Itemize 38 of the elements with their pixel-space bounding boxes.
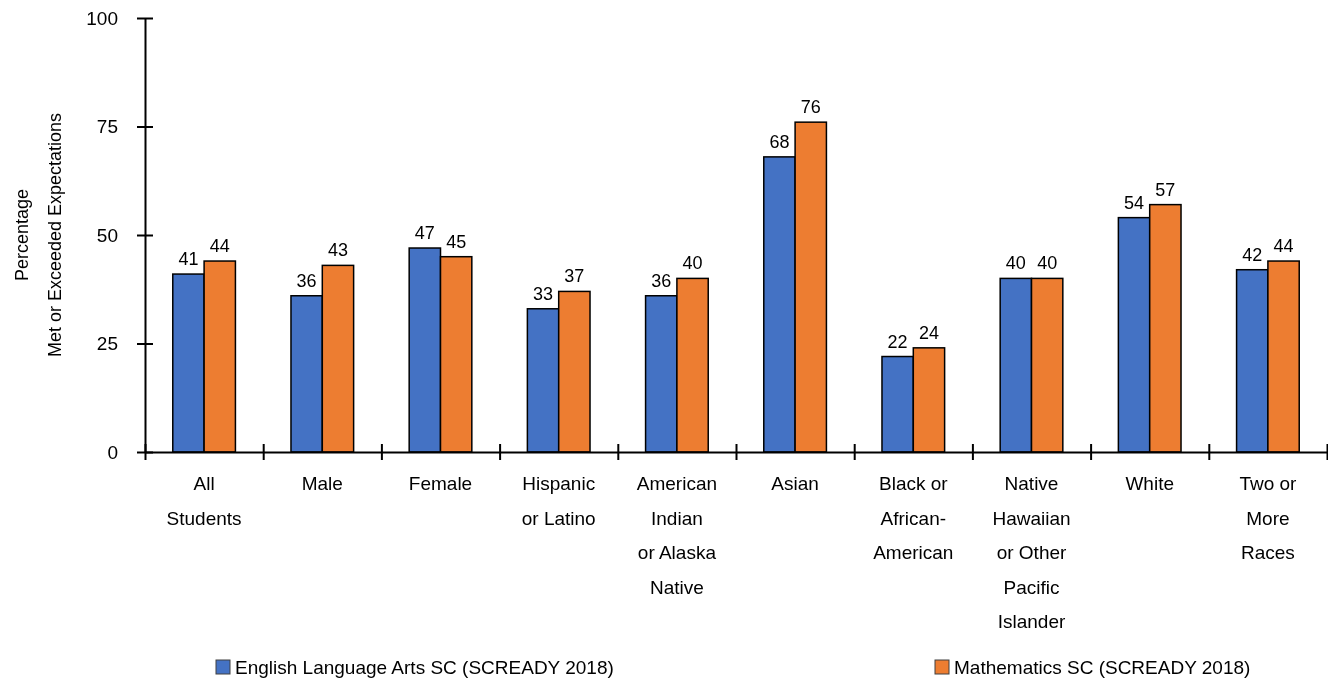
x-tick-label: Asian [771, 473, 819, 494]
x-tick-label: Male [301, 473, 343, 494]
data-label: 47 [414, 223, 435, 244]
x-tick-label: Two or More Races [1239, 473, 1298, 563]
x-tick-label: Black or African- American [873, 473, 954, 563]
legend-label: Mathematics SC (SCREADY 2018) [954, 656, 1251, 678]
data-label: 43 [327, 240, 348, 261]
data-label: 36 [296, 270, 317, 291]
data-label: 42 [1242, 244, 1263, 265]
data-label: 40 [1037, 253, 1058, 274]
data-label: 33 [533, 283, 554, 304]
data-label: 24 [918, 322, 939, 343]
data-label: 40 [682, 253, 703, 274]
data-label: 76 [800, 97, 821, 118]
x-tick-label: All Students [166, 473, 242, 529]
data-label: 54 [1124, 192, 1145, 213]
x-tick-label: Hispanic or Latino [521, 473, 596, 529]
legend-label: English Language Arts SC (SCREADY 2018) [235, 656, 614, 678]
x-tick-label: American Indian or Alaska Native [636, 473, 718, 598]
data-label: 22 [887, 331, 908, 352]
x-tick-label: Native Hawaiian or Other Pacific Islander [992, 473, 1071, 632]
x-tick-label: Female [408, 473, 473, 494]
data-label: 45 [446, 231, 467, 252]
y-tick-label: 100 [86, 7, 118, 29]
data-label: 44 [1273, 236, 1294, 257]
data-label: 40 [1005, 253, 1026, 274]
data-label: 44 [209, 236, 230, 257]
data-label: 68 [769, 131, 790, 152]
data-label: 57 [1155, 179, 1176, 200]
x-tick-label: White [1125, 473, 1174, 494]
data-label: 37 [564, 266, 585, 287]
data-label: 36 [651, 270, 672, 291]
y-tick-label: 75 [96, 116, 118, 138]
y-tick-label: 25 [96, 333, 118, 355]
y-tick-label: 50 [96, 224, 118, 246]
y-axis-title: Percentage Met or Exceeded Expectations [11, 112, 65, 358]
y-tick-label: 0 [107, 441, 118, 463]
data-label: 41 [178, 249, 199, 270]
